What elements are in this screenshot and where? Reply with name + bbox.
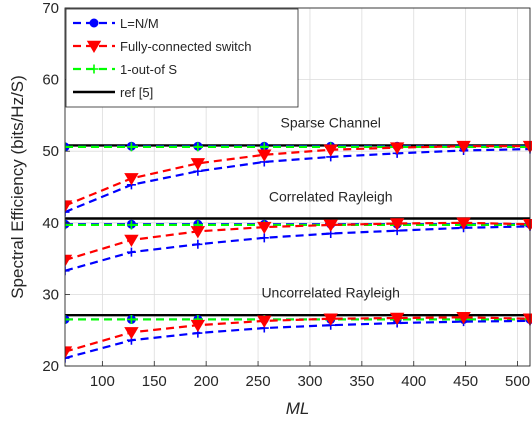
data-point-fully-connected-switch: [124, 173, 139, 186]
y-tick-label: 60: [42, 72, 59, 89]
x-tick-label: 350: [349, 373, 374, 390]
data-point-fully-connected-switch: [257, 149, 272, 162]
data-point-1-out-of-s: [65, 314, 70, 324]
data-point-series: [126, 247, 136, 257]
x-tick-label: 250: [246, 373, 271, 390]
data-point-fully-connected-switch: [190, 158, 206, 171]
series-line-series: [65, 319, 531, 360]
legend-marker: [89, 64, 99, 74]
data-point-fully-connected-switch: [323, 144, 338, 157]
data-point-1-out-of-s: [126, 142, 136, 152]
grid-lines: [65, 7, 530, 367]
legend-label: L=N/M: [120, 16, 159, 31]
legend-box: [65, 8, 299, 108]
x-tick-label: 150: [142, 373, 167, 390]
scenario-annotation: Uncorrelated Rayleigh: [261, 284, 400, 300]
data-point-fully-connected-switch: [389, 142, 405, 155]
legend-label: Fully-connected switch: [120, 39, 252, 54]
x-axis-label: ML: [286, 399, 310, 418]
data-point-fully-connected-switch: [456, 217, 471, 230]
data-point-fully-connected-switch: [389, 312, 405, 325]
series-line-fully-connected-switch: [65, 316, 531, 353]
data-point-1-out-of-s: [126, 220, 136, 230]
data-point-fully-connected-switch: [257, 315, 272, 328]
data-point-series: [259, 233, 269, 243]
axis-ticks: 100 150 200 250 300 350 400 450 500 20 30 40 50 60 70: [42, 0, 530, 390]
annotations: Sparse Channel Correlated Rayleigh Uncorre…: [261, 115, 400, 301]
x-tick-label: 500: [505, 373, 530, 390]
data-point-fully-connected-switch: [190, 319, 206, 333]
data-point-series: [65, 207, 70, 217]
data-point-fully-connected-switch: [124, 327, 139, 340]
x-tick-label: 300: [297, 373, 322, 390]
series-line-series: [65, 225, 531, 272]
x-tick-label: 200: [194, 373, 219, 390]
x-tick-label: 100: [90, 373, 115, 390]
data-point-series: [65, 353, 70, 363]
data-point-1-out-of-s: [65, 220, 70, 230]
x-tick-label: 400: [401, 373, 426, 390]
y-axis-label: Spectral Efficiency (bits/Hz/S): [8, 75, 27, 299]
data-point-fully-connected-switch: [323, 313, 338, 326]
y-tick-label: 20: [42, 358, 59, 375]
y-tick-label: 70: [42, 0, 59, 17]
series-line-fully-connected-switch: [65, 221, 531, 262]
series-line-fully-connected-switch: [65, 145, 530, 207]
data-point-fully-connected-switch: [257, 221, 272, 235]
data-point-fully-connected-switch: [190, 226, 206, 239]
legend-label: ref [5]: [120, 85, 153, 100]
scenario-annotation: Correlated Rayleigh: [269, 188, 393, 204]
data-point-fully-connected-switch: [65, 200, 73, 213]
axes-frame: [64, 7, 531, 367]
series-line-series: [65, 147, 531, 214]
legend: L=N/M Fully-connected switch 1-out-of S ref…: [65, 8, 299, 108]
legend-marker: [89, 18, 99, 28]
data-point-fully-connected-switch: [65, 346, 73, 359]
data-point-1-out-of-s: [65, 142, 70, 152]
data-point-series: [65, 266, 70, 276]
data-point-1-out-of-s: [126, 314, 136, 324]
data-point-fully-connected-switch: [456, 140, 471, 154]
y-tick-label: 40: [42, 215, 59, 232]
data-point-fully-connected-switch: [124, 234, 139, 247]
y-tick-label: 50: [42, 143, 59, 160]
data-point-fully-connected-switch: [456, 312, 471, 325]
y-tick-label: 30: [42, 286, 59, 303]
x-tick-label: 450: [453, 373, 478, 390]
data-point-series: [193, 239, 203, 249]
scenario-annotation: Sparse Channel: [281, 115, 381, 131]
data-point-fully-connected-switch: [389, 218, 405, 231]
data-point-fully-connected-switch: [323, 219, 338, 232]
legend-marker: [86, 40, 102, 53]
data-point-1-out-of-s: [193, 142, 203, 152]
data-point-fully-connected-switch: [65, 254, 73, 267]
legend-label: 1-out-of S: [120, 62, 177, 77]
